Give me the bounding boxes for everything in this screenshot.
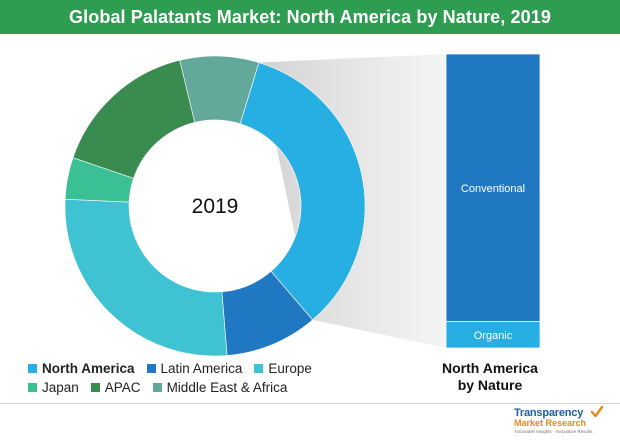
donut-slice-north-america [239, 62, 366, 321]
legend-label: Latin America [160, 361, 243, 376]
donut-center-label: 2019 [192, 195, 239, 218]
bar-caption-line1: North America [442, 360, 538, 376]
bar-segment-conventional [445, 53, 541, 322]
bar-caption-line2: by Nature [457, 377, 523, 393]
legend-swatch [28, 364, 37, 373]
legend-label: North America [42, 361, 135, 376]
legend-swatch [146, 364, 156, 373]
bar-segment-organic [445, 321, 541, 349]
bar-label-conventional: Conventional [461, 183, 525, 195]
donut-slice-europe [64, 198, 228, 357]
bar-caption: North America by Nature [420, 360, 560, 394]
legend-row: North America Latin America Europe [28, 359, 328, 378]
title-bar: Global Palatants Market: North America b… [0, 0, 620, 34]
legend-label: Japan [42, 380, 79, 395]
logo-name-2: Market Research [514, 418, 587, 428]
legend-swatch [90, 383, 100, 392]
logo: Transparency Market Research Actionable … [514, 405, 614, 437]
legend-item-apac: APAC [90, 380, 141, 395]
legend-swatch [152, 383, 162, 392]
chart-svg: 2019 Organic Conventional [64, 53, 541, 357]
donut-slice-apac [72, 59, 196, 179]
footer-divider [0, 403, 620, 404]
legend-label: Europe [268, 361, 312, 376]
legend-label: APAC [104, 380, 141, 395]
bar-label-organic: Organic [474, 330, 513, 342]
legend-row: Japan APAC Middle East & Africa [28, 378, 328, 397]
legend-item-north-america: North America [28, 361, 135, 376]
donut-slice-middle-east-and-africa [179, 55, 260, 125]
legend-item-middle-east-and-africa: Middle East & Africa [152, 380, 288, 395]
legend-item-europe: Europe [254, 361, 312, 376]
legend-item-latin-america: Latin America [146, 361, 243, 376]
legend-swatch [28, 383, 37, 392]
legend-swatch [254, 364, 264, 373]
legend-item-japan: Japan [28, 380, 79, 395]
legend: North America Latin America Europe Japan APA… [28, 359, 328, 397]
check-icon [590, 405, 604, 418]
logo-name: Transparency [514, 407, 584, 419]
legend-label: Middle East & Africa [166, 380, 288, 395]
chart-title: Global Palatants Market: North America b… [69, 6, 551, 27]
logo-tagline: Actionable Insights · Innovative Results [514, 429, 593, 434]
